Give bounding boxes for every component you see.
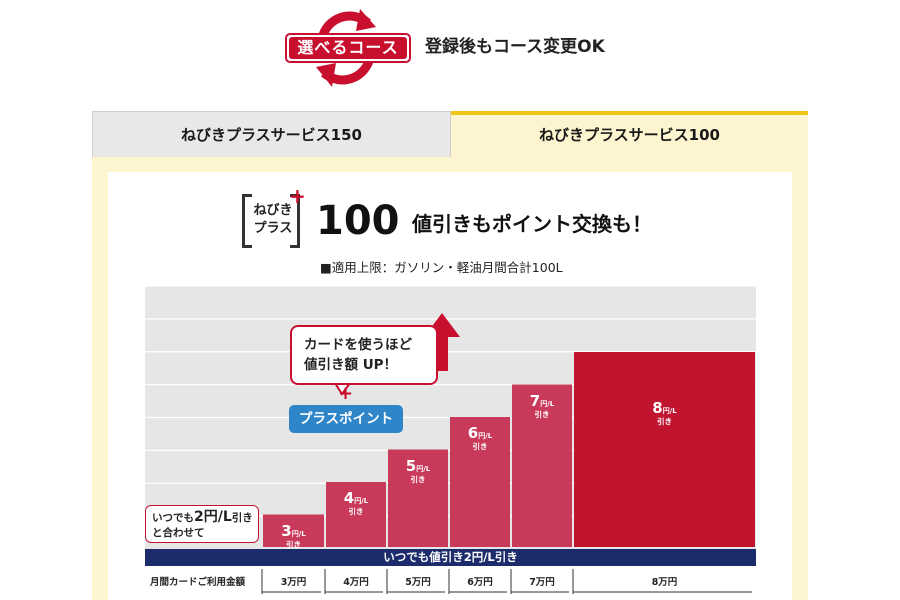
tier-label: 8万円 <box>651 577 678 588</box>
base-discount-band: いつでも値引き2円/L引き <box>145 549 756 566</box>
bar-value: 6 <box>467 424 479 442</box>
course-choice-badge: 選べるコース <box>285 33 411 63</box>
plan-headline: 値引きもポイント交換も！ <box>412 212 652 236</box>
logo-plus-icon: + <box>289 184 306 208</box>
bar-3 <box>388 449 448 547</box>
callout-line2: 値引き額 UP！ <box>304 357 398 373</box>
x-axis-caption: 月間カードご利用金額 <box>150 577 246 588</box>
bar-1 <box>263 514 324 547</box>
tier-label: 6万円 <box>467 577 493 588</box>
bar-unit: 円/L <box>354 497 369 505</box>
logo-bracket-right <box>290 194 300 248</box>
tier-label: 4万円 <box>343 577 369 588</box>
plus-icon: + <box>338 383 354 404</box>
plan-number: 100 <box>316 198 400 244</box>
bar-label: 8円/L 引き <box>574 398 755 426</box>
combo-post: 引き <box>231 512 253 524</box>
bar-discount-word: 引き <box>472 442 488 451</box>
callout-line1: カードを使うほど <box>304 337 412 353</box>
bar-discount-word: 引き <box>534 409 550 419</box>
limit-note: ■適用上限：ガソリン・軽油月間合計100L <box>320 260 563 275</box>
combined-discount-note: いつでも2円/L引き と合わせて <box>145 505 259 543</box>
combo-pre: いつでも <box>152 512 194 524</box>
logo-text: ねびき プラス <box>250 202 296 238</box>
tab-service-150[interactable]: ねびきプラスサービス150 <box>92 111 451 157</box>
chart-bars <box>263 352 755 547</box>
bar-2 <box>326 482 386 547</box>
bar-value: 7 <box>529 391 541 410</box>
tier-ticks <box>261 569 752 594</box>
course-choice-badge-label: 選べるコース <box>289 37 407 59</box>
combo-line1: いつでも2円/L引き <box>152 510 258 526</box>
bar-label: 4円/L 引き <box>326 488 386 516</box>
tier-label: 3万円 <box>280 577 307 588</box>
bar-unit: 円/L <box>540 399 555 408</box>
bar-value: 5 <box>405 456 417 475</box>
course-change-note: 登録後もコース変更OK <box>425 37 605 57</box>
bar-value: 8 <box>652 399 663 417</box>
bar-unit: 円/L <box>478 432 493 440</box>
plus-points-pill: プラスポイント <box>289 405 403 433</box>
tier-label: 5万円 <box>405 577 431 588</box>
service-tabs: ねびきプラスサービス150 ねびきプラスサービス100 <box>92 111 808 157</box>
usage-callout: カードを使うほど 値引き額 UP！ <box>290 325 438 385</box>
logo-line2: プラス <box>253 221 293 236</box>
bar-unit: 円/L <box>291 529 306 538</box>
combo-big: 2円/L <box>194 509 232 525</box>
bar-label: 7円/L 引き <box>512 391 572 419</box>
bar-unit: 円/L <box>662 407 677 415</box>
bar-label: 6円/L 引き <box>450 423 510 451</box>
header: 選べるコース 登録後もコース変更OK <box>0 0 900 100</box>
bar-discount-word: 引き <box>657 417 672 426</box>
refresh-cycle-icon <box>316 9 376 87</box>
tab-service-100[interactable]: ねびきプラスサービス100 <box>451 111 808 157</box>
nebiki-plus-logo: ねびき プラス + <box>240 184 306 250</box>
bar-value: 4 <box>343 489 355 507</box>
bar-discount-word: 引き <box>410 474 426 484</box>
combo-line2: と合わせて <box>152 527 205 539</box>
bar-6 <box>574 352 755 547</box>
bar-5 <box>512 384 572 547</box>
bar-unit: 円/L <box>416 464 431 473</box>
bar-discount-word: 引き <box>348 507 364 516</box>
logo-bracket-left <box>242 194 252 248</box>
bar-label: 3円/L 引き <box>263 521 324 549</box>
tier-label: 7万円 <box>529 577 555 588</box>
bar-label: 5円/L 引き <box>388 456 448 484</box>
bar-4 <box>450 417 510 547</box>
bar-value: 3 <box>281 521 292 540</box>
logo-line1: ねびき <box>253 203 293 218</box>
bar-discount-word: 引き <box>286 539 301 549</box>
